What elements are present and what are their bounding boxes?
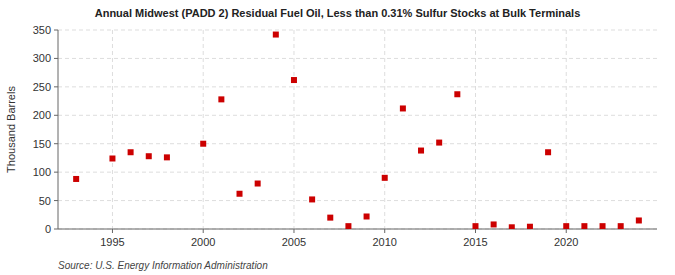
grid-line-y [58,58,657,59]
grid-line-y [58,172,657,173]
x-tick-label: 2020 [554,236,578,248]
point [545,149,551,155]
y-tick [54,200,58,201]
point [291,77,297,83]
chart: 0 50 100 150 200 250 300 350 1995 2000 2005 2010 201… [0,0,675,275]
x-tick-label: 2010 [372,236,396,248]
y-tick [54,58,58,59]
x-tick [112,229,113,233]
point [600,223,606,229]
x-tick-label: 2000 [191,236,215,248]
point [472,223,478,229]
grid-line-x [112,30,113,229]
grid-line-x [475,30,476,229]
point [527,224,533,229]
y-tick-label: 200 [33,109,51,121]
point [255,181,261,187]
point [273,32,279,38]
y-tick [54,86,58,87]
point [146,153,152,159]
points [73,32,642,229]
point [109,155,115,161]
grid-line-x [566,30,567,229]
point [200,141,206,147]
y-tick [54,30,58,31]
point [309,196,315,202]
point [454,91,460,97]
point [382,175,388,181]
y-tick [54,115,58,116]
y-tick-label: 100 [33,166,51,178]
x-tick [293,229,294,233]
grid [58,30,657,229]
point [128,149,134,155]
y-tick-label: 250 [33,81,51,93]
chart-container: 0 50 100 150 200 250 300 350 1995 2000 2005 2010 201… [0,0,675,275]
point [364,213,370,219]
grid-line-y [58,200,657,201]
point [509,224,515,229]
x-tick [384,229,385,233]
point [345,223,351,229]
x-tick [203,229,204,233]
y-tick-label: 150 [33,138,51,150]
grid-line-x [293,30,294,229]
point [73,176,79,182]
y-tick [54,143,58,144]
point [618,223,624,229]
x-tick [475,229,476,233]
point [327,215,333,221]
x-tick-label: 2015 [463,236,487,248]
y-tick [54,172,58,173]
y-tick-label: 350 [33,24,51,36]
y-tick-label: 300 [33,52,51,64]
y-tick-label: 0 [45,223,51,235]
y-axis-label: Thousand Barrels [5,86,17,173]
point [581,223,587,229]
point [636,217,642,223]
title: Annual Midwest (PADD 2) Residual Fuel Oi… [95,7,581,19]
y-axis-line [58,30,59,229]
point [218,96,224,102]
x-tick-label: 1995 [100,236,124,248]
grid-line-y [58,30,657,31]
y-tick-label: 50 [39,195,51,207]
point [436,140,442,146]
point [418,148,424,154]
source-note: Source: U.S. Energy Information Administ… [58,260,268,271]
grid-line-y [58,115,657,116]
point [164,154,170,160]
point [563,223,569,229]
x-tick-label: 2005 [282,236,306,248]
x-tick [566,229,567,233]
point [491,221,497,227]
point [237,191,243,197]
grid-line-x [203,30,204,229]
grid-line-y [58,86,657,87]
point [400,105,406,111]
grid-line-y [58,143,657,144]
grid-line-x [384,30,385,229]
y-tick [54,229,58,230]
axes: 0 50 100 150 200 250 300 350 1995 2000 2005 2010 201… [33,24,657,248]
